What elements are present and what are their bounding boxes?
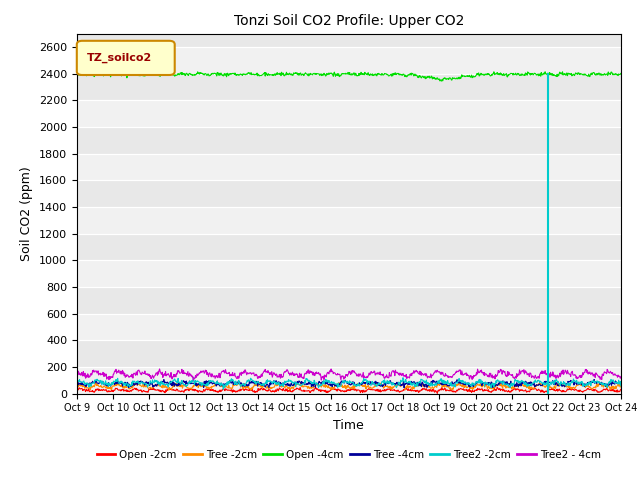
X-axis label: Time: Time [333,419,364,432]
Text: TZ_soilco2: TZ_soilco2 [86,53,152,63]
Title: Tonzi Soil CO2 Profile: Upper CO2: Tonzi Soil CO2 Profile: Upper CO2 [234,14,464,28]
Bar [77,260,621,287]
Bar [77,47,621,73]
Y-axis label: Soil CO2 (ppm): Soil CO2 (ppm) [20,166,33,261]
Bar [77,313,621,340]
FancyBboxPatch shape [77,41,175,75]
Legend: Open -2cm, Tree -2cm, Open -4cm, Tree -4cm, Tree2 -2cm, Tree2 - 4cm: Open -2cm, Tree -2cm, Open -4cm, Tree -4… [92,445,605,464]
Bar [77,154,621,180]
Bar [77,100,621,127]
Bar [77,207,621,234]
Bar [77,367,621,394]
